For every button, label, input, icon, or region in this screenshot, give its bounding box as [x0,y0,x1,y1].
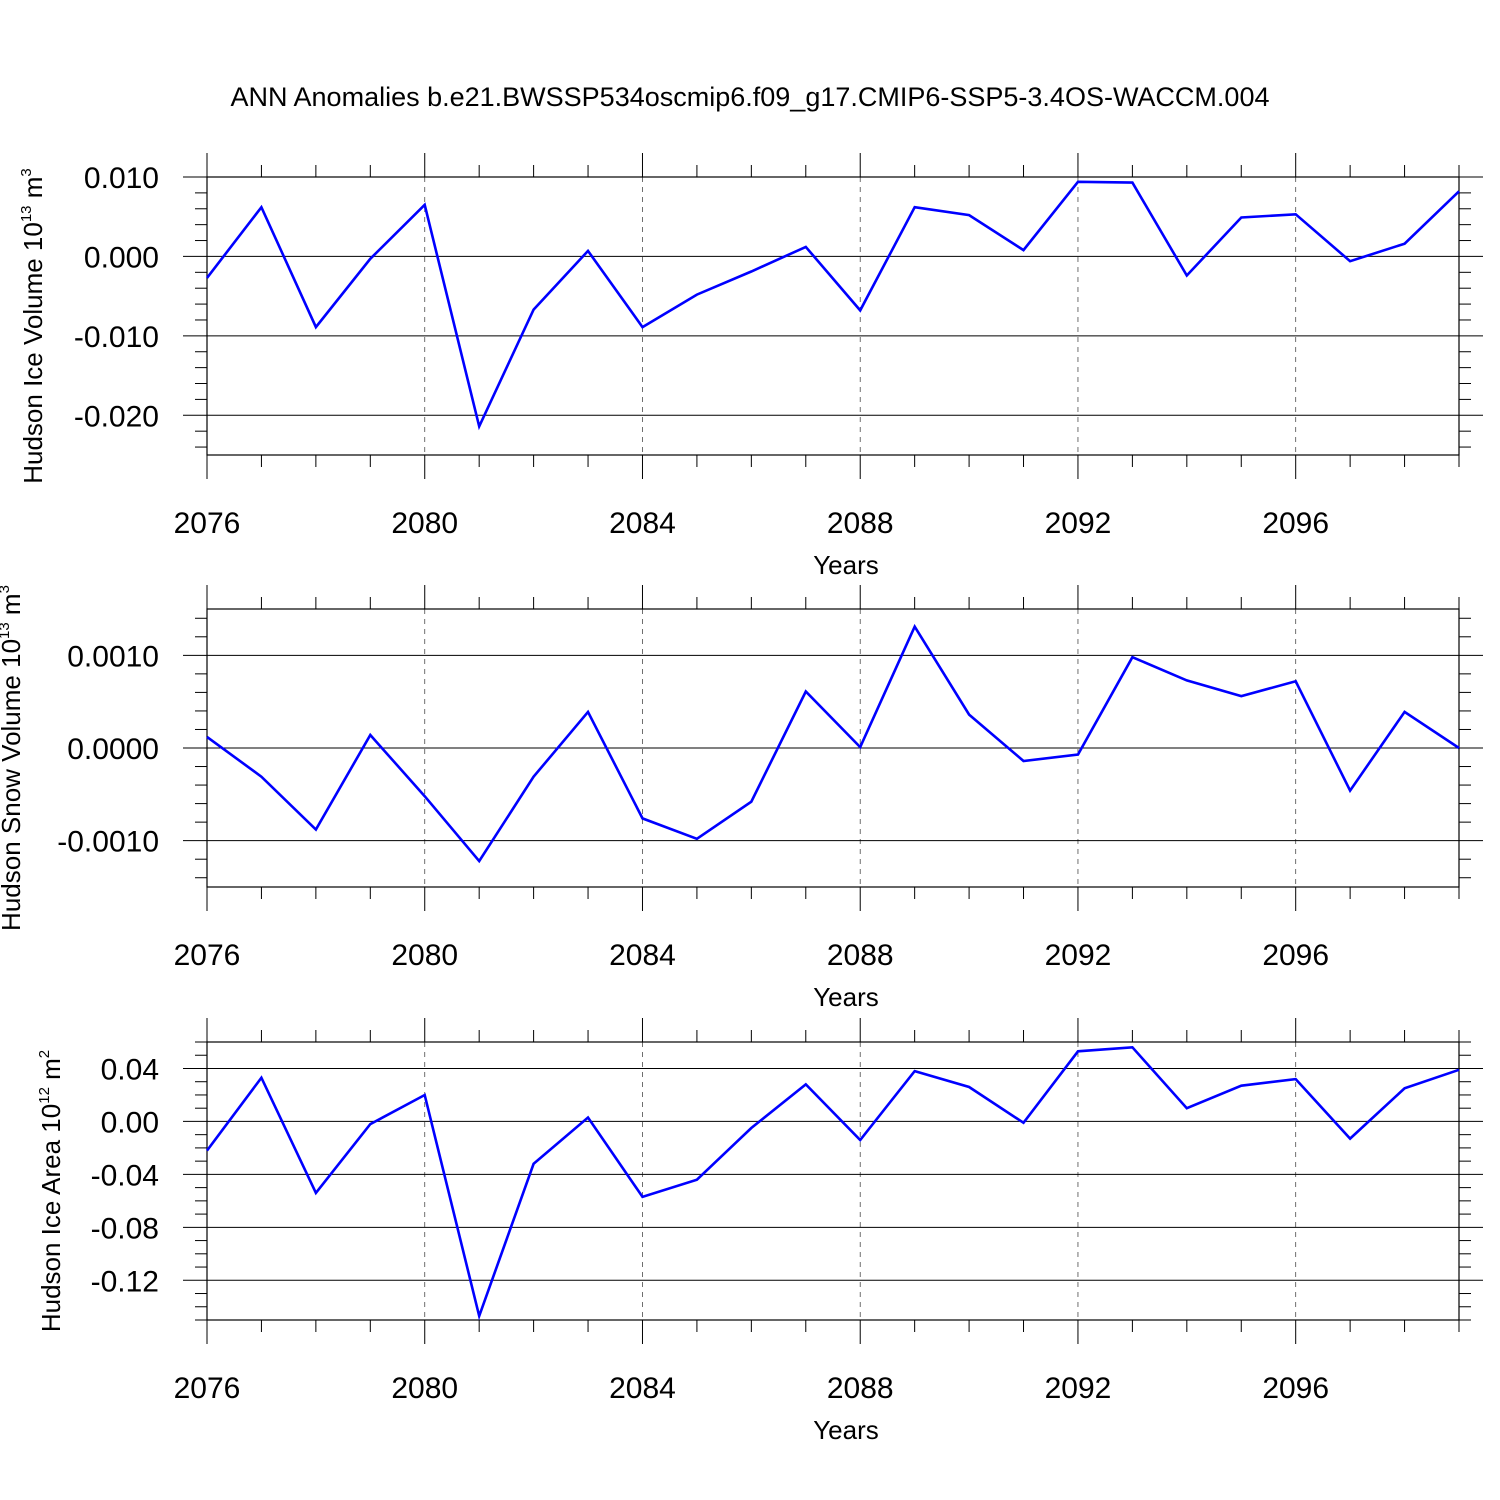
y-axis-label: Hudson Ice Volume 1013 m3 [18,168,48,484]
x-tick-label: 2076 [174,1372,241,1405]
panels: 2076 2080 2084 2088 2092 2096 0.010 0.000 -0.010… [0,153,1483,1445]
x-tick-label: 2096 [1262,507,1329,540]
y-tick-label: -0.010 [74,321,159,354]
y-tick-label: -0.12 [91,1265,159,1298]
panel-1: 2076 2080 2084 2088 2092 2096 0.010 0.000 -0.010… [18,153,1483,580]
x-tick-label: 2096 [1262,1372,1329,1405]
x-tick-label: 2080 [391,939,458,972]
y-tick-label: 0.000 [84,241,159,274]
x-axis-label: Years [813,550,879,580]
x-tick-label: 2080 [391,507,458,540]
x-tick-label: 2084 [609,939,676,972]
figure-title: ANN Anomalies b.e21.BWSSP534oscmip6.f09_… [231,82,1270,112]
plot-frame [206,176,1460,456]
y-tick-label: 0.00 [101,1106,159,1139]
series-line [205,180,1460,431]
x-tick-label: 2092 [1045,1372,1112,1405]
x-tick-label: 2088 [827,939,894,972]
series-line [205,1045,1460,1321]
y-tick-label: 0.010 [84,162,159,195]
y-tick-label: 0.0000 [67,733,159,766]
x-tick-label: 2092 [1045,939,1112,972]
y-tick-label: -0.020 [74,400,159,433]
x-tick-label: 2096 [1262,939,1329,972]
series-line [206,623,1460,864]
x-tick-label: 2076 [174,507,241,540]
x-axis-label: Years [813,1415,879,1445]
x-tick-label: 2088 [827,1372,894,1405]
x-tick-label: 2080 [391,1372,458,1405]
panel-2: 2076 2080 2084 2088 2092 2096 0.0010 0.0000 -0.0… [0,585,1483,1012]
x-tick-label: 2084 [609,507,676,540]
x-tick-label: 2076 [174,939,241,972]
y-tick-label: -0.08 [91,1212,159,1245]
y-tick-label: 0.0010 [67,640,159,673]
y-axis-label: Hudson Ice Area 1012 m2 [36,1050,66,1332]
y-tick-label: 0.04 [101,1053,159,1086]
y-tick-label: -0.0010 [57,826,159,859]
panel-3: 2076 2080 2084 2088 2092 2096 0.04 0.00 -0.04 -0.… [36,1018,1483,1445]
plot-frame [206,1041,1460,1321]
y-tick-label: -0.04 [91,1159,159,1192]
x-axis-label: Years [813,982,879,1012]
x-tick-label: 2084 [609,1372,676,1405]
x-tick-label: 2092 [1045,507,1112,540]
x-tick-label: 2088 [827,507,894,540]
y-axis-label: Hudson Snow Volume 1013 m3 [0,585,26,931]
